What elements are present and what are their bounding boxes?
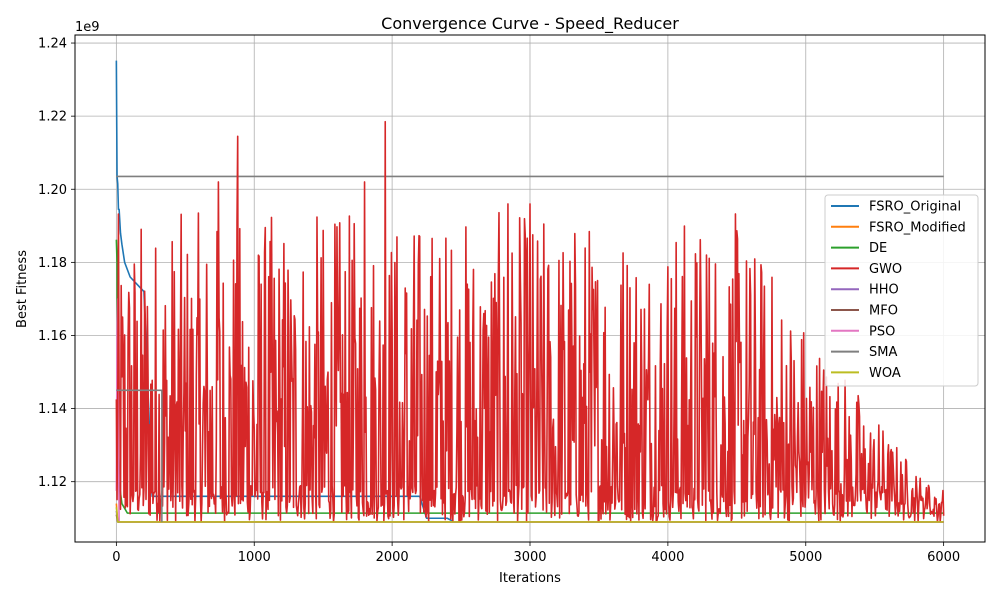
y-tick-label: 1.18 [38, 256, 67, 271]
legend-label: PSO [869, 324, 895, 339]
legend-box [824, 194, 979, 387]
legend-label: MFO [869, 304, 898, 319]
legend: FSRO_Original FSRO_Modified DE GWO HHO MFO PSO… [824, 194, 979, 387]
legend-label: SMA [869, 345, 897, 360]
y-axis-title: Best Fitness [15, 250, 30, 328]
series-line-fsro_original [115, 60, 944, 523]
legend-label: DE [869, 241, 887, 256]
series-layer [115, 60, 945, 523]
legend-label: HHO [869, 283, 899, 298]
x-axis-title: Iterations [499, 571, 561, 586]
y-tick-label: 1.22 [38, 110, 67, 125]
x-tick-label: 5000 [789, 550, 822, 565]
x-tick-label: 3000 [513, 550, 546, 565]
x-tick-label: 6000 [927, 550, 960, 565]
legend-label: FSRO_Modified [869, 220, 966, 235]
y-offset-label: 1e9 [75, 20, 100, 35]
legend-label: GWO [869, 262, 902, 277]
x-tick-label: 2000 [376, 550, 409, 565]
series-segment-sma [116, 389, 163, 522]
y-tick-label: 1.16 [38, 329, 67, 344]
y-tick-label: 1.20 [38, 183, 67, 198]
y-tick-label: 1.24 [38, 37, 67, 52]
x-tick-label: 0 [112, 550, 120, 565]
legend-label: WOA [869, 366, 901, 381]
y-tick-label: 1.12 [38, 475, 67, 490]
series-line-gwo [115, 120, 945, 523]
chart-title: Convergence Curve - Speed_Reducer [381, 14, 679, 34]
y-tick-label: 1.14 [38, 402, 67, 417]
x-tick-label: 1000 [238, 550, 271, 565]
axes-ticks: 0 1000 2000 3000 4000 5000 6000 1.12 1.14 1.16 1.1… [38, 37, 960, 565]
legend-label: FSRO_Original [869, 200, 961, 215]
x-tick-label: 4000 [651, 550, 684, 565]
series-line-woa [115, 507, 944, 523]
